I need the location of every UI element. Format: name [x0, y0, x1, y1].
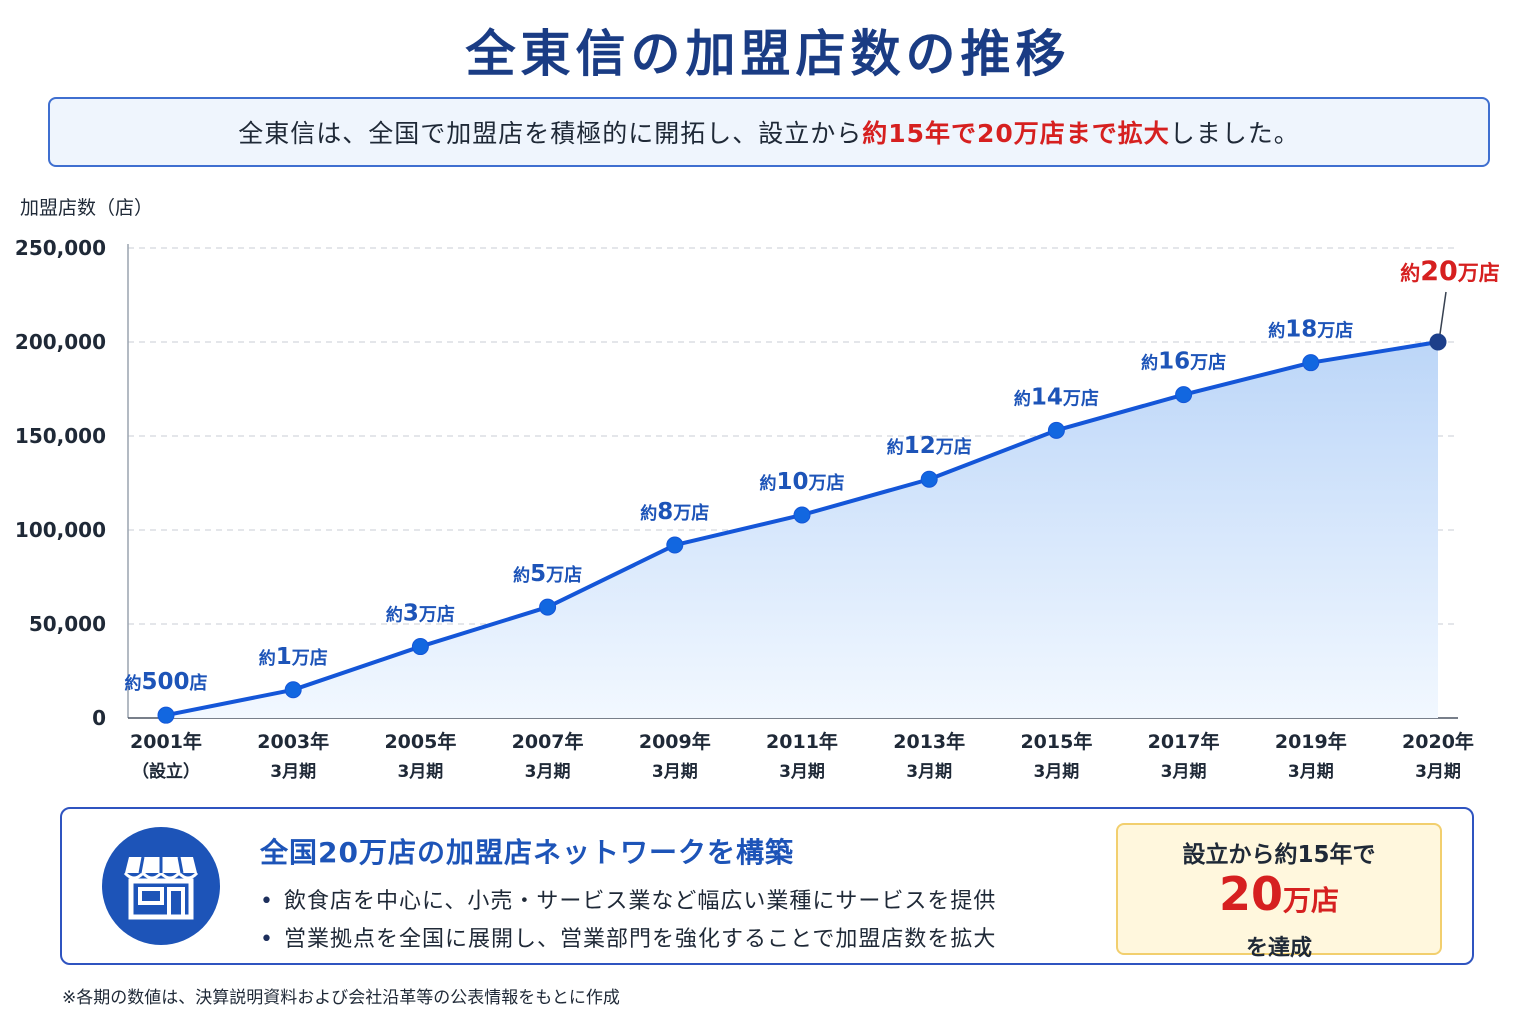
panel-bullet-text: 営業拠点を全国に展開し、営業部門を強化することで加盟店数を拡大 — [283, 927, 997, 952]
x-tick-label: 2017年 — [1148, 730, 1220, 753]
store-icon — [102, 827, 220, 945]
badge-unit: 万店 — [1283, 884, 1340, 917]
badge-highlight: 20万店 — [1118, 869, 1440, 930]
y-tick-label: 200,000 — [15, 330, 106, 354]
x-tick-label: 2001年 — [130, 730, 202, 753]
intro-highlight: 約15年で20万店まで拡大 — [862, 119, 1170, 148]
x-tick-sublabel: 3月期 — [652, 762, 698, 782]
x-tick-sublabel: 3月期 — [906, 762, 952, 782]
y-axis-title: 加盟店数（店） — [20, 197, 153, 219]
y-tick-label: 50,000 — [29, 612, 106, 636]
data-label: 約8万店 — [640, 499, 709, 525]
x-tick-label: 2019年 — [1275, 730, 1347, 753]
data-label: 約5万店 — [513, 561, 582, 587]
panel-title: 全国20万店の加盟店ネットワークを構築 — [260, 836, 794, 869]
y-tick-label: 250,000 — [15, 236, 106, 260]
x-tick-label: 2013年 — [893, 730, 965, 753]
x-tick-label: 2015年 — [1020, 730, 1092, 753]
data-point — [1047, 421, 1065, 439]
x-tick-sublabel: 3月期 — [1161, 762, 1207, 782]
data-point — [1302, 354, 1320, 372]
data-point — [284, 681, 302, 699]
label-leader — [1439, 291, 1447, 335]
data-label: 約20万店 — [1400, 256, 1500, 287]
footnote: ※各期の数値は、決算説明資料および会社沿革等の公表情報をもとに作成 — [62, 988, 620, 1008]
data-point — [666, 536, 684, 554]
x-tick-sublabel: 3月期 — [1288, 762, 1334, 782]
data-label: 約3万店 — [386, 601, 455, 627]
intro-text-end: しました。 — [1169, 119, 1300, 148]
x-tick-sublabel: 3月期 — [779, 762, 825, 782]
x-tick-sublabel: 3月期 — [1033, 762, 1079, 782]
data-point — [1175, 386, 1193, 404]
intro-banner: 全東信は、全国で加盟店を積極的に開拓し、設立から 約15年で20万店まで拡大 しまし… — [48, 97, 1490, 167]
data-label: 約16万店 — [1141, 349, 1226, 375]
area-fill — [166, 342, 1438, 718]
data-label: 約14万店 — [1014, 384, 1099, 410]
y-tick-label: 0 — [92, 706, 106, 730]
x-tick-sublabel: 3月期 — [525, 762, 571, 782]
data-point — [1429, 333, 1447, 351]
achievement-badge: 設立から約15年で 20万店 を達成 — [1116, 823, 1442, 961]
data-label: 約18万店 — [1268, 317, 1353, 343]
badge-number: 20 — [1218, 867, 1283, 921]
badge-line3: を達成 — [1245, 936, 1312, 961]
x-tick-label: 2009年 — [639, 730, 711, 753]
data-label: 約500店 — [124, 669, 207, 695]
x-tick-label: 2005年 — [384, 730, 456, 753]
data-point — [411, 638, 429, 656]
y-tick-label: 150,000 — [15, 424, 106, 448]
x-tick-sublabel: （設立） — [132, 761, 200, 782]
x-tick-label: 2020年 — [1402, 730, 1474, 753]
badge-line1: 設立から約15年で — [1182, 842, 1376, 868]
x-tick-sublabel: 3月期 — [1415, 762, 1461, 782]
x-tick-sublabel: 3月期 — [270, 762, 316, 782]
intro-text: 全東信は、全国で加盟店を積極的に開拓し、設立から — [238, 119, 863, 148]
data-point — [793, 506, 811, 524]
y-tick-label: 100,000 — [15, 518, 106, 542]
page-title: 全東信の加盟店数の推移 — [465, 25, 1071, 83]
x-tick-sublabel: 3月期 — [397, 762, 443, 782]
data-label: 約12万店 — [887, 433, 972, 459]
store-count-chart: 加盟店数（店） 0 50,000 100,000 150,000 200,000 250,0… — [15, 197, 1500, 782]
summary-panel: 全国20万店の加盟店ネットワークを構築 • 飲食店を中心に、小売・サービス業など幅… — [60, 807, 1474, 965]
panel-bullet-text: 飲食店を中心に、小売・サービス業など幅広い業種にサービスを提供 — [283, 889, 997, 914]
x-tick-label: 2007年 — [512, 730, 584, 753]
panel-bullet: • 飲食店を中心に、小売・サービス業など幅広い業種にサービスを提供 — [260, 889, 997, 914]
data-point — [539, 598, 557, 616]
x-tick-label: 2011年 — [766, 730, 838, 753]
data-point — [157, 706, 175, 724]
data-label: 約1万店 — [259, 644, 328, 670]
data-point — [920, 470, 938, 488]
panel-bullet: • 営業拠点を全国に展開し、営業部門を強化することで加盟店数を拡大 — [260, 927, 997, 952]
x-tick-label: 2003年 — [257, 730, 329, 753]
data-label: 約10万店 — [759, 469, 844, 495]
